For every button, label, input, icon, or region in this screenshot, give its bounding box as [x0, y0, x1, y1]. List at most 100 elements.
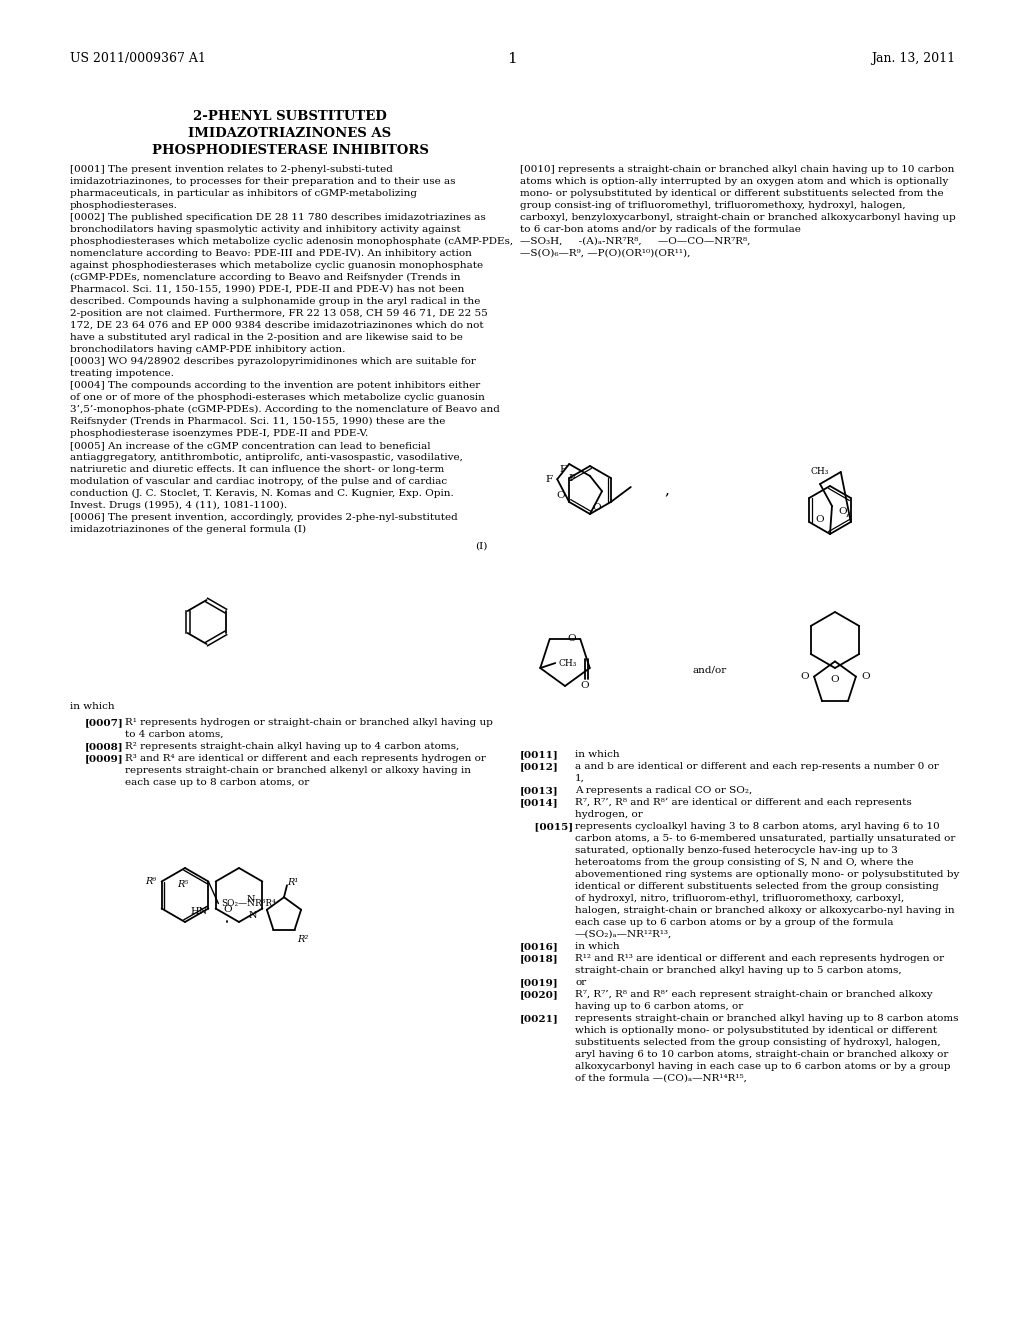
- Text: 2-PHENYL SUBSTITUTED: 2-PHENYL SUBSTITUTED: [194, 110, 387, 123]
- Text: aryl having 6 to 10 carbon atoms, straight-chain or branched alkoxy or: aryl having 6 to 10 carbon atoms, straig…: [575, 1049, 948, 1059]
- Text: PHOSPHODIESTERASE INHIBITORS: PHOSPHODIESTERASE INHIBITORS: [152, 144, 428, 157]
- Text: CH₃: CH₃: [811, 467, 829, 477]
- Text: halogen, straight-chain or branched alkoxy or alkoxycarbo-nyl having in: halogen, straight-chain or branched alko…: [575, 906, 954, 915]
- Text: phosphodiesterase isoenzymes PDE-I, PDE-II and PDE-V.: phosphodiesterase isoenzymes PDE-I, PDE-…: [70, 429, 369, 438]
- Text: Pharmacol. Sci. 11, 150-155, 1990) PDE-I, PDE-II and PDE-V) has not been: Pharmacol. Sci. 11, 150-155, 1990) PDE-I…: [70, 285, 464, 294]
- Text: conduction (J. C. Stoclet, T. Keravis, N. Komas and C. Kugnier, Exp. Opin.: conduction (J. C. Stoclet, T. Keravis, N…: [70, 488, 454, 498]
- Text: [0001] The present invention relates to 2-phenyl-substi-tuted: [0001] The present invention relates to …: [70, 165, 393, 174]
- Text: [0020]: [0020]: [520, 990, 559, 999]
- Text: alkoxycarbonyl having in each case up to 6 carbon atoms or by a group: alkoxycarbonyl having in each case up to…: [575, 1063, 950, 1071]
- Text: natriuretic and diuretic effects. It can influence the short- or long-term: natriuretic and diuretic effects. It can…: [70, 465, 444, 474]
- Text: O: O: [838, 507, 847, 516]
- Text: to 6 car-bon atoms and/or by radicals of the formulae: to 6 car-bon atoms and/or by radicals of…: [520, 224, 801, 234]
- Text: and/or: and/or: [693, 665, 727, 675]
- Text: represents straight-chain or branched alkyl having up to 8 carbon atoms: represents straight-chain or branched al…: [575, 1014, 958, 1023]
- Text: imidazotriazinones of the general formula (I): imidazotriazinones of the general formul…: [70, 525, 306, 535]
- Text: (I): (I): [475, 543, 487, 550]
- Text: O: O: [223, 906, 231, 913]
- Text: R¹² and R¹³ are identical or different and each represents hydrogen or: R¹² and R¹³ are identical or different a…: [575, 954, 944, 964]
- Text: [0004] The compounds according to the invention are potent inhibitors either: [0004] The compounds according to the in…: [70, 381, 480, 389]
- Text: hydrogen, or: hydrogen, or: [575, 810, 643, 818]
- Text: straight-chain or branched alkyl having up to 5 carbon atoms,: straight-chain or branched alkyl having …: [575, 966, 901, 975]
- Text: bronchodilators having cAMP-PDE inhibitory action.: bronchodilators having cAMP-PDE inhibito…: [70, 345, 345, 354]
- Text: of the formula —(CO)ₐ—NR¹⁴R¹⁵,: of the formula —(CO)ₐ—NR¹⁴R¹⁵,: [575, 1074, 746, 1082]
- Text: mono- or polysubstituted by identical or different substituents selected from th: mono- or polysubstituted by identical or…: [520, 189, 944, 198]
- Text: Jan. 13, 2011: Jan. 13, 2011: [870, 51, 955, 65]
- Text: carbon atoms, a 5- to 6-membered unsaturated, partially unsaturated or: carbon atoms, a 5- to 6-membered unsatur…: [575, 834, 955, 843]
- Text: F: F: [545, 475, 552, 483]
- Text: [0013]: [0013]: [520, 785, 559, 795]
- Text: phosphodiesterases.: phosphodiesterases.: [70, 201, 178, 210]
- Text: bronchodilators having spasmolytic activity and inhibitory activity against: bronchodilators having spasmolytic activ…: [70, 224, 461, 234]
- Text: to 4 carbon atoms,: to 4 carbon atoms,: [125, 730, 223, 739]
- Text: a and b are identical or different and each rep-resents a number 0 or: a and b are identical or different and e…: [575, 762, 939, 771]
- Text: O: O: [592, 503, 601, 512]
- Text: or: or: [575, 978, 587, 987]
- Text: 1,: 1,: [575, 774, 585, 783]
- Text: carboxyl, benzyloxycarbonyl, straight-chain or branched alkoxycarbonyl having up: carboxyl, benzyloxycarbonyl, straight-ch…: [520, 213, 955, 222]
- Text: atoms which is option-ally interrupted by an oxygen atom and which is optionally: atoms which is option-ally interrupted b…: [520, 177, 948, 186]
- Text: O: O: [581, 681, 590, 689]
- Text: each case up to 8 carbon atoms, or: each case up to 8 carbon atoms, or: [125, 777, 309, 787]
- Text: of hydroxyl, nitro, trifluorom-ethyl, trifluoromethoxy, carboxyl,: of hydroxyl, nitro, trifluorom-ethyl, tr…: [575, 894, 904, 903]
- Text: R²: R²: [298, 935, 309, 944]
- Text: R⁵: R⁵: [177, 880, 188, 888]
- Text: treating impotence.: treating impotence.: [70, 370, 174, 378]
- Text: ,: ,: [846, 504, 850, 517]
- Text: —SO₃H,     -(A)ₐ-NR⁷R⁸,     —O—CO—NR⁷R⁸,: —SO₃H, -(A)ₐ-NR⁷R⁸, —O—CO—NR⁷R⁸,: [520, 238, 751, 246]
- Text: imidazotriazinones, to processes for their preparation and to their use as: imidazotriazinones, to processes for the…: [70, 177, 456, 186]
- Text: [0005] An increase of the cGMP concentration can lead to beneficial: [0005] An increase of the cGMP concentra…: [70, 441, 431, 450]
- Text: in which: in which: [70, 702, 115, 711]
- Text: [0002] The published specification DE 28 11 780 describes imidazotriazines as: [0002] The published specification DE 28…: [70, 213, 485, 222]
- Text: O: O: [567, 635, 577, 643]
- Text: substituents selected from the group consisting of hydroxyl, halogen,: substituents selected from the group con…: [575, 1038, 941, 1047]
- Text: [0018]: [0018]: [520, 954, 559, 964]
- Text: against phosphodiesterases which metabolize cyclic guanosin monophosphate: against phosphodiesterases which metabol…: [70, 261, 483, 271]
- Text: described. Compounds having a sulphonamide group in the aryl radical in the: described. Compounds having a sulphonami…: [70, 297, 480, 306]
- Text: abovementioned ring systems are optionally mono- or polysubstituted by: abovementioned ring systems are optional…: [575, 870, 959, 879]
- Text: 1: 1: [507, 51, 517, 66]
- Text: in which: in which: [575, 942, 620, 950]
- Text: A represents a radical CO or SO₂,: A represents a radical CO or SO₂,: [575, 785, 753, 795]
- Text: HN: HN: [190, 907, 208, 916]
- Text: pharmaceuticals, in particular as inhibitors of cGMP-metabolizing: pharmaceuticals, in particular as inhibi…: [70, 189, 417, 198]
- Text: R⁶: R⁶: [145, 876, 157, 886]
- Text: R¹: R¹: [287, 878, 298, 887]
- Text: [0016]: [0016]: [520, 942, 559, 950]
- Text: represents straight-chain or branched alkenyl or alkoxy having in: represents straight-chain or branched al…: [125, 766, 471, 775]
- Text: O: O: [801, 672, 809, 681]
- Text: SO₂—NR³R⁴: SO₂—NR³R⁴: [221, 899, 276, 908]
- Text: [0003] WO 94/28902 describes pyrazolopyrimidinones which are suitable for: [0003] WO 94/28902 describes pyrazolopyr…: [70, 356, 476, 366]
- Text: which is optionally mono- or polysubstituted by identical or different: which is optionally mono- or polysubstit…: [575, 1026, 937, 1035]
- Text: [0010] represents a straight-chain or branched alkyl chain having up to 10 carbo: [0010] represents a straight-chain or br…: [520, 165, 954, 174]
- Text: [0006] The present invention, accordingly, provides 2-phe-nyl-substituted: [0006] The present invention, accordingl…: [70, 513, 458, 521]
- Text: antiaggregatory, antithrombotic, antiprolifc, anti-vasospastic, vasodilative,: antiaggregatory, antithrombotic, antipro…: [70, 453, 463, 462]
- Text: nomenclature according to Beavo: PDE-III and PDE-IV). An inhibitory action: nomenclature according to Beavo: PDE-III…: [70, 249, 472, 259]
- Text: O: O: [557, 491, 565, 500]
- Text: saturated, optionally benzo-fused heterocycle hav-ing up to 3: saturated, optionally benzo-fused hetero…: [575, 846, 898, 855]
- Text: [0021]: [0021]: [520, 1014, 559, 1023]
- Text: 172, DE 23 64 076 and EP 000 9384 describe imidazotriazinones which do not: 172, DE 23 64 076 and EP 000 9384 descri…: [70, 321, 483, 330]
- Text: ,: ,: [664, 483, 669, 498]
- Text: group consist-ing of trifluoromethyl, trifluoromethoxy, hydroxyl, halogen,: group consist-ing of trifluoromethyl, tr…: [520, 201, 905, 210]
- Text: of one or of more of the phosphodi-esterases which metabolize cyclic guanosin: of one or of more of the phosphodi-ester…: [70, 393, 485, 403]
- Text: [0012]: [0012]: [520, 762, 559, 771]
- Text: [0007]: [0007]: [85, 718, 124, 727]
- Text: IMIDAZOTRIAZINONES AS: IMIDAZOTRIAZINONES AS: [188, 127, 391, 140]
- Text: [0015]: [0015]: [520, 822, 573, 832]
- Text: phosphodiesterases which metabolize cyclic adenosin monophosphate (cAMP-PDEs,: phosphodiesterases which metabolize cycl…: [70, 238, 513, 246]
- Text: F: F: [559, 466, 566, 474]
- Text: 2-position are not claimed. Furthermore, FR 22 13 058, CH 59 46 71, DE 22 55: 2-position are not claimed. Furthermore,…: [70, 309, 487, 318]
- Text: R³ and R⁴ are identical or different and each represents hydrogen or: R³ and R⁴ are identical or different and…: [125, 754, 485, 763]
- Text: heteroatoms from the group consisting of S, N and O, where the: heteroatoms from the group consisting of…: [575, 858, 913, 867]
- Text: O: O: [830, 676, 840, 684]
- Text: represents cycloalkyl having 3 to 8 carbon atoms, aryl having 6 to 10: represents cycloalkyl having 3 to 8 carb…: [575, 822, 940, 832]
- Text: —(SO₂)ₐ—NR¹²R¹³,: —(SO₂)ₐ—NR¹²R¹³,: [575, 931, 672, 939]
- Text: R⁷, R⁷’, R⁸ and R⁸’ are identical or different and each represents: R⁷, R⁷’, R⁸ and R⁸’ are identical or dif…: [575, 799, 911, 807]
- Text: Invest. Drugs (1995), 4 (11), 1081-1100).: Invest. Drugs (1995), 4 (11), 1081-1100)…: [70, 502, 287, 510]
- Text: have a substituted aryl radical in the 2-position and are likewise said to be: have a substituted aryl radical in the 2…: [70, 333, 463, 342]
- Text: R¹ represents hydrogen or straight-chain or branched alkyl having up: R¹ represents hydrogen or straight-chain…: [125, 718, 493, 727]
- Text: N: N: [249, 911, 257, 920]
- Text: F: F: [568, 474, 575, 483]
- Text: —S(O)₆—R⁹, —P(O)(OR¹⁰)(OR¹¹),: —S(O)₆—R⁹, —P(O)(OR¹⁰)(OR¹¹),: [520, 249, 690, 257]
